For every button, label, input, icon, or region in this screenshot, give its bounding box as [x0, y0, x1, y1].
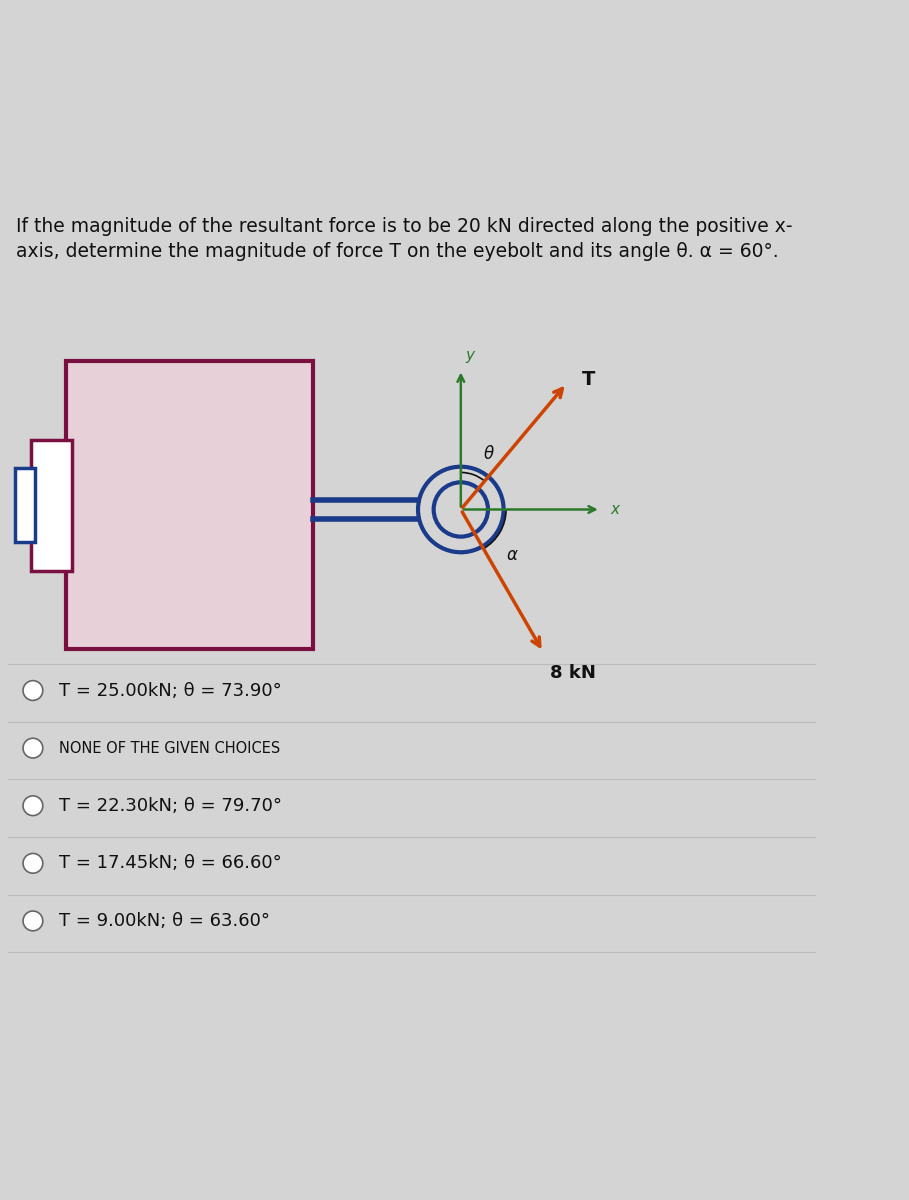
Text: NONE OF THE GIVEN CHOICES: NONE OF THE GIVEN CHOICES	[59, 740, 281, 756]
Bar	[65, 361, 313, 649]
Text: y: y	[464, 348, 474, 364]
Text: axis, determine the magnitude of force T on the eyebolt and its angle θ. α = 60°: axis, determine the magnitude of force T…	[16, 242, 779, 262]
Text: T = 17.45kN; θ = 66.60°: T = 17.45kN; θ = 66.60°	[59, 854, 282, 872]
Text: 8 kN: 8 kN	[550, 665, 595, 683]
Text: θ: θ	[484, 444, 494, 462]
Circle shape	[23, 911, 43, 931]
Text: T = 9.00kN; θ = 63.60°: T = 9.00kN; θ = 63.60°	[59, 912, 270, 930]
Circle shape	[23, 680, 43, 701]
Bar	[15, 468, 35, 542]
Text: T: T	[582, 370, 594, 389]
Text: T = 25.00kN; θ = 73.90°: T = 25.00kN; θ = 73.90°	[59, 682, 282, 700]
Text: T = 22.30kN; θ = 79.70°: T = 22.30kN; θ = 79.70°	[59, 797, 283, 815]
Circle shape	[23, 738, 43, 758]
Bar	[31, 439, 73, 571]
Circle shape	[23, 796, 43, 816]
Text: If the magnitude of the resultant force is to be 20 kN directed along the positi: If the magnitude of the resultant force …	[16, 217, 793, 236]
Text: x: x	[611, 502, 620, 517]
Circle shape	[23, 853, 43, 874]
Text: α: α	[506, 546, 517, 564]
